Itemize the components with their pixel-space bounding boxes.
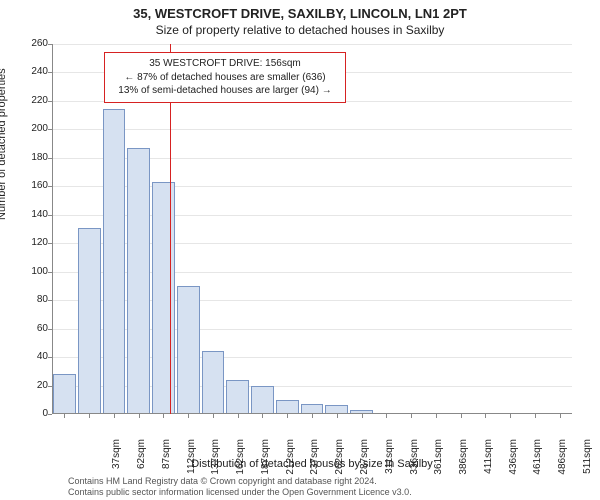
y-tick-label: 240	[20, 66, 48, 77]
x-tick-label: 511sqm	[582, 439, 593, 489]
x-tick-label: 411sqm	[483, 439, 494, 489]
histogram-bar	[103, 109, 126, 414]
histogram-bar	[226, 380, 249, 414]
histogram-bar	[177, 286, 200, 414]
x-tick-label: 386sqm	[458, 439, 469, 489]
y-tick-label: 60	[20, 323, 48, 334]
y-tick-label: 200	[20, 123, 48, 134]
histogram-bar	[127, 148, 150, 414]
y-tick-label: 220	[20, 95, 48, 106]
x-tick-label: 436sqm	[508, 439, 519, 489]
x-tick-label: 87sqm	[161, 439, 172, 489]
x-tick-label: 486sqm	[557, 439, 568, 489]
histogram-bar	[78, 228, 101, 414]
x-tick-label: 311sqm	[384, 439, 395, 489]
x-tick-label: 62sqm	[136, 439, 147, 489]
histogram-bar	[202, 351, 225, 414]
y-tick-label: 140	[20, 209, 48, 220]
annotation-box: 35 WESTCROFT DRIVE: 156sqm← 87% of detac…	[104, 52, 346, 103]
y-tick-label: 0	[20, 408, 48, 419]
x-tick-label: 461sqm	[532, 439, 543, 489]
histogram-plot: 35 WESTCROFT DRIVE: 156sqm← 87% of detac…	[52, 44, 572, 414]
x-tick-label: 287sqm	[359, 439, 370, 489]
annotation-line: ← 87% of detached houses are smaller (63…	[111, 71, 339, 85]
x-tick-label: 137sqm	[210, 439, 221, 489]
x-tick-label: 262sqm	[334, 439, 345, 489]
x-tick-label: 361sqm	[433, 439, 444, 489]
gridline	[52, 129, 572, 130]
y-tick-label: 100	[20, 266, 48, 277]
histogram-bar	[276, 400, 299, 414]
y-axis-label: Number of detached properties	[0, 68, 8, 220]
annotation-line: 35 WESTCROFT DRIVE: 156sqm	[111, 57, 339, 71]
x-tick-label: 336sqm	[409, 439, 420, 489]
page-subtitle: Size of property relative to detached ho…	[0, 21, 600, 37]
y-tick-label: 260	[20, 38, 48, 49]
x-tick-label: 112sqm	[186, 439, 197, 489]
x-tick-label: 162sqm	[235, 439, 246, 489]
annotation-line: 13% of semi-detached houses are larger (…	[111, 84, 339, 98]
histogram-bar	[251, 386, 274, 414]
y-tick-label: 40	[20, 351, 48, 362]
y-tick-label: 160	[20, 180, 48, 191]
y-tick-label: 180	[20, 152, 48, 163]
x-tick-label: 237sqm	[309, 439, 320, 489]
histogram-bar	[152, 182, 175, 414]
histogram-bar	[53, 374, 76, 414]
x-tick-label: 37sqm	[111, 439, 122, 489]
page-title-address: 35, WESTCROFT DRIVE, SAXILBY, LINCOLN, L…	[0, 0, 600, 21]
y-tick-label: 80	[20, 294, 48, 305]
y-tick-label: 120	[20, 237, 48, 248]
y-tick-label: 20	[20, 380, 48, 391]
x-tick-label: 187sqm	[260, 439, 271, 489]
gridline	[52, 44, 572, 45]
x-tick-label: 212sqm	[285, 439, 296, 489]
